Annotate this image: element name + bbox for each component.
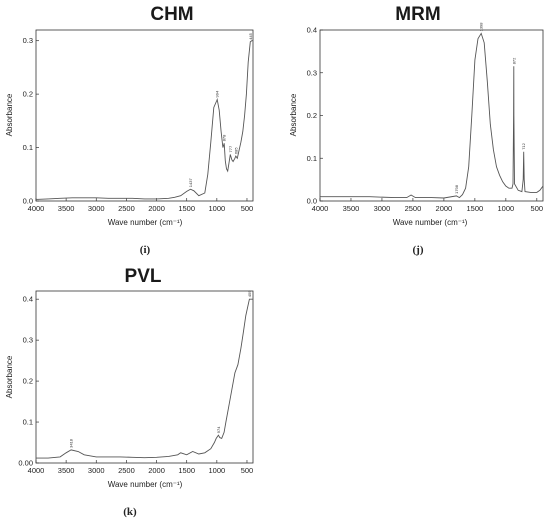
peak-annotations: 3418 974 459	[69, 290, 252, 448]
peak-label: 712	[521, 142, 526, 149]
peak-label: 3418	[69, 438, 74, 448]
chart-title: PVL	[125, 266, 162, 287]
x-tick-label: 1000	[208, 204, 225, 213]
y-tick-label: 0.2	[307, 111, 317, 120]
y-tick-label: 0.2	[23, 377, 33, 386]
y-tick-label: 0.3	[23, 336, 33, 345]
y-tick-label: 0.1	[307, 154, 317, 163]
y-axis-label: Absorbance	[289, 93, 298, 136]
axis-ticks: 4000 3500 3000 2500 2000 1500 1000 500 0.0 0.1 0.2…	[307, 26, 544, 214]
panel-label: (j)	[413, 244, 424, 256]
x-tick-label: 1000	[208, 466, 225, 475]
y-tick-label: 0.3	[23, 36, 33, 45]
spectrum-line	[35, 40, 253, 200]
x-tick-label: 500	[241, 204, 254, 213]
y-tick-label: 0.0	[23, 197, 33, 206]
y-tick-label: 0.1	[23, 143, 33, 152]
x-tick-label: 3000	[88, 204, 105, 213]
peak-label: 878	[222, 134, 227, 141]
peak-label: 445	[248, 32, 253, 39]
x-tick-label: 3500	[343, 204, 360, 213]
peak-label: 1437	[188, 178, 193, 188]
plot-frame	[319, 29, 544, 202]
peak-label: 1798	[454, 184, 459, 194]
plot-frame	[35, 290, 254, 464]
x-tick-label: 4000	[312, 204, 329, 213]
chart-panel-pvl: PVL 4000 3500 3000 2500 2000 1500 1000 500 0.00 0…	[5, 266, 254, 518]
y-tick-label: 0.00	[18, 459, 33, 468]
x-tick-label: 2000	[148, 466, 165, 475]
x-tick-label: 2500	[118, 204, 135, 213]
x-tick-label: 3000	[88, 466, 105, 475]
x-tick-label: 1500	[467, 204, 484, 213]
peak-label: 1398	[479, 22, 484, 32]
x-tick-label: 500	[241, 466, 254, 475]
y-tick-label: 0.4	[23, 295, 33, 304]
y-tick-label: 0.2	[23, 90, 33, 99]
chart-title: MRM	[395, 4, 440, 25]
peak-annotations: 1798 1398 872 712	[454, 22, 526, 194]
x-tick-label: 4000	[28, 204, 45, 213]
y-tick-label: 0.0	[307, 197, 317, 206]
y-axis-label: Absorbance	[5, 93, 14, 136]
chart-panel-chm: CHM 4000 3500 3000 2500 2000 1500 1000 500 0.0 0.…	[5, 4, 254, 256]
spectrum-line	[320, 32, 544, 199]
panel-label: (k)	[123, 506, 137, 518]
x-tick-label: 500	[531, 204, 544, 213]
plot-frame	[35, 29, 254, 202]
x-tick-label: 2000	[436, 204, 453, 213]
x-tick-label: 1000	[497, 204, 514, 213]
x-tick-label: 2000	[148, 204, 165, 213]
axis-ticks: 4000 3500 3000 2500 2000 1500 1000 500 0.00 0.1 0.…	[18, 295, 253, 475]
peak-label: 872	[511, 57, 516, 64]
peak-label: 685	[233, 147, 238, 154]
chart-title: CHM	[150, 4, 193, 25]
x-tick-label: 2500	[118, 466, 135, 475]
x-tick-label: 1500	[178, 204, 195, 213]
x-tick-label: 3500	[58, 204, 75, 213]
panel-label: (i)	[140, 244, 151, 256]
x-axis-label: Wave number (cm⁻¹)	[108, 480, 183, 489]
peak-label: 777	[228, 145, 233, 152]
x-tick-label: 1500	[178, 466, 195, 475]
x-tick-label: 4000	[28, 466, 45, 475]
peak-label: 994	[215, 90, 220, 97]
peak-label: 459	[247, 290, 252, 297]
x-axis-label: Wave number (cm⁻¹)	[108, 218, 183, 227]
spectrum-line	[36, 298, 253, 459]
x-axis-label: Wave number (cm⁻¹)	[393, 218, 468, 227]
peak-label: 974	[216, 426, 221, 433]
y-tick-label: 0.4	[307, 26, 317, 35]
x-tick-label: 3500	[58, 466, 75, 475]
y-axis-label: Absorbance	[5, 355, 14, 398]
chart-panel-mrm: MRM 4000 3500 3000 2500 2000 1500 1000 500 0.0 0.…	[289, 4, 544, 256]
x-tick-label: 2500	[405, 204, 422, 213]
x-tick-label: 3000	[374, 204, 391, 213]
y-tick-label: 0.3	[307, 68, 317, 77]
axis-ticks: 4000 3500 3000 2500 2000 1500 1000 500 0.0 0.1 0.2…	[23, 36, 254, 213]
y-tick-label: 0.1	[23, 418, 33, 427]
